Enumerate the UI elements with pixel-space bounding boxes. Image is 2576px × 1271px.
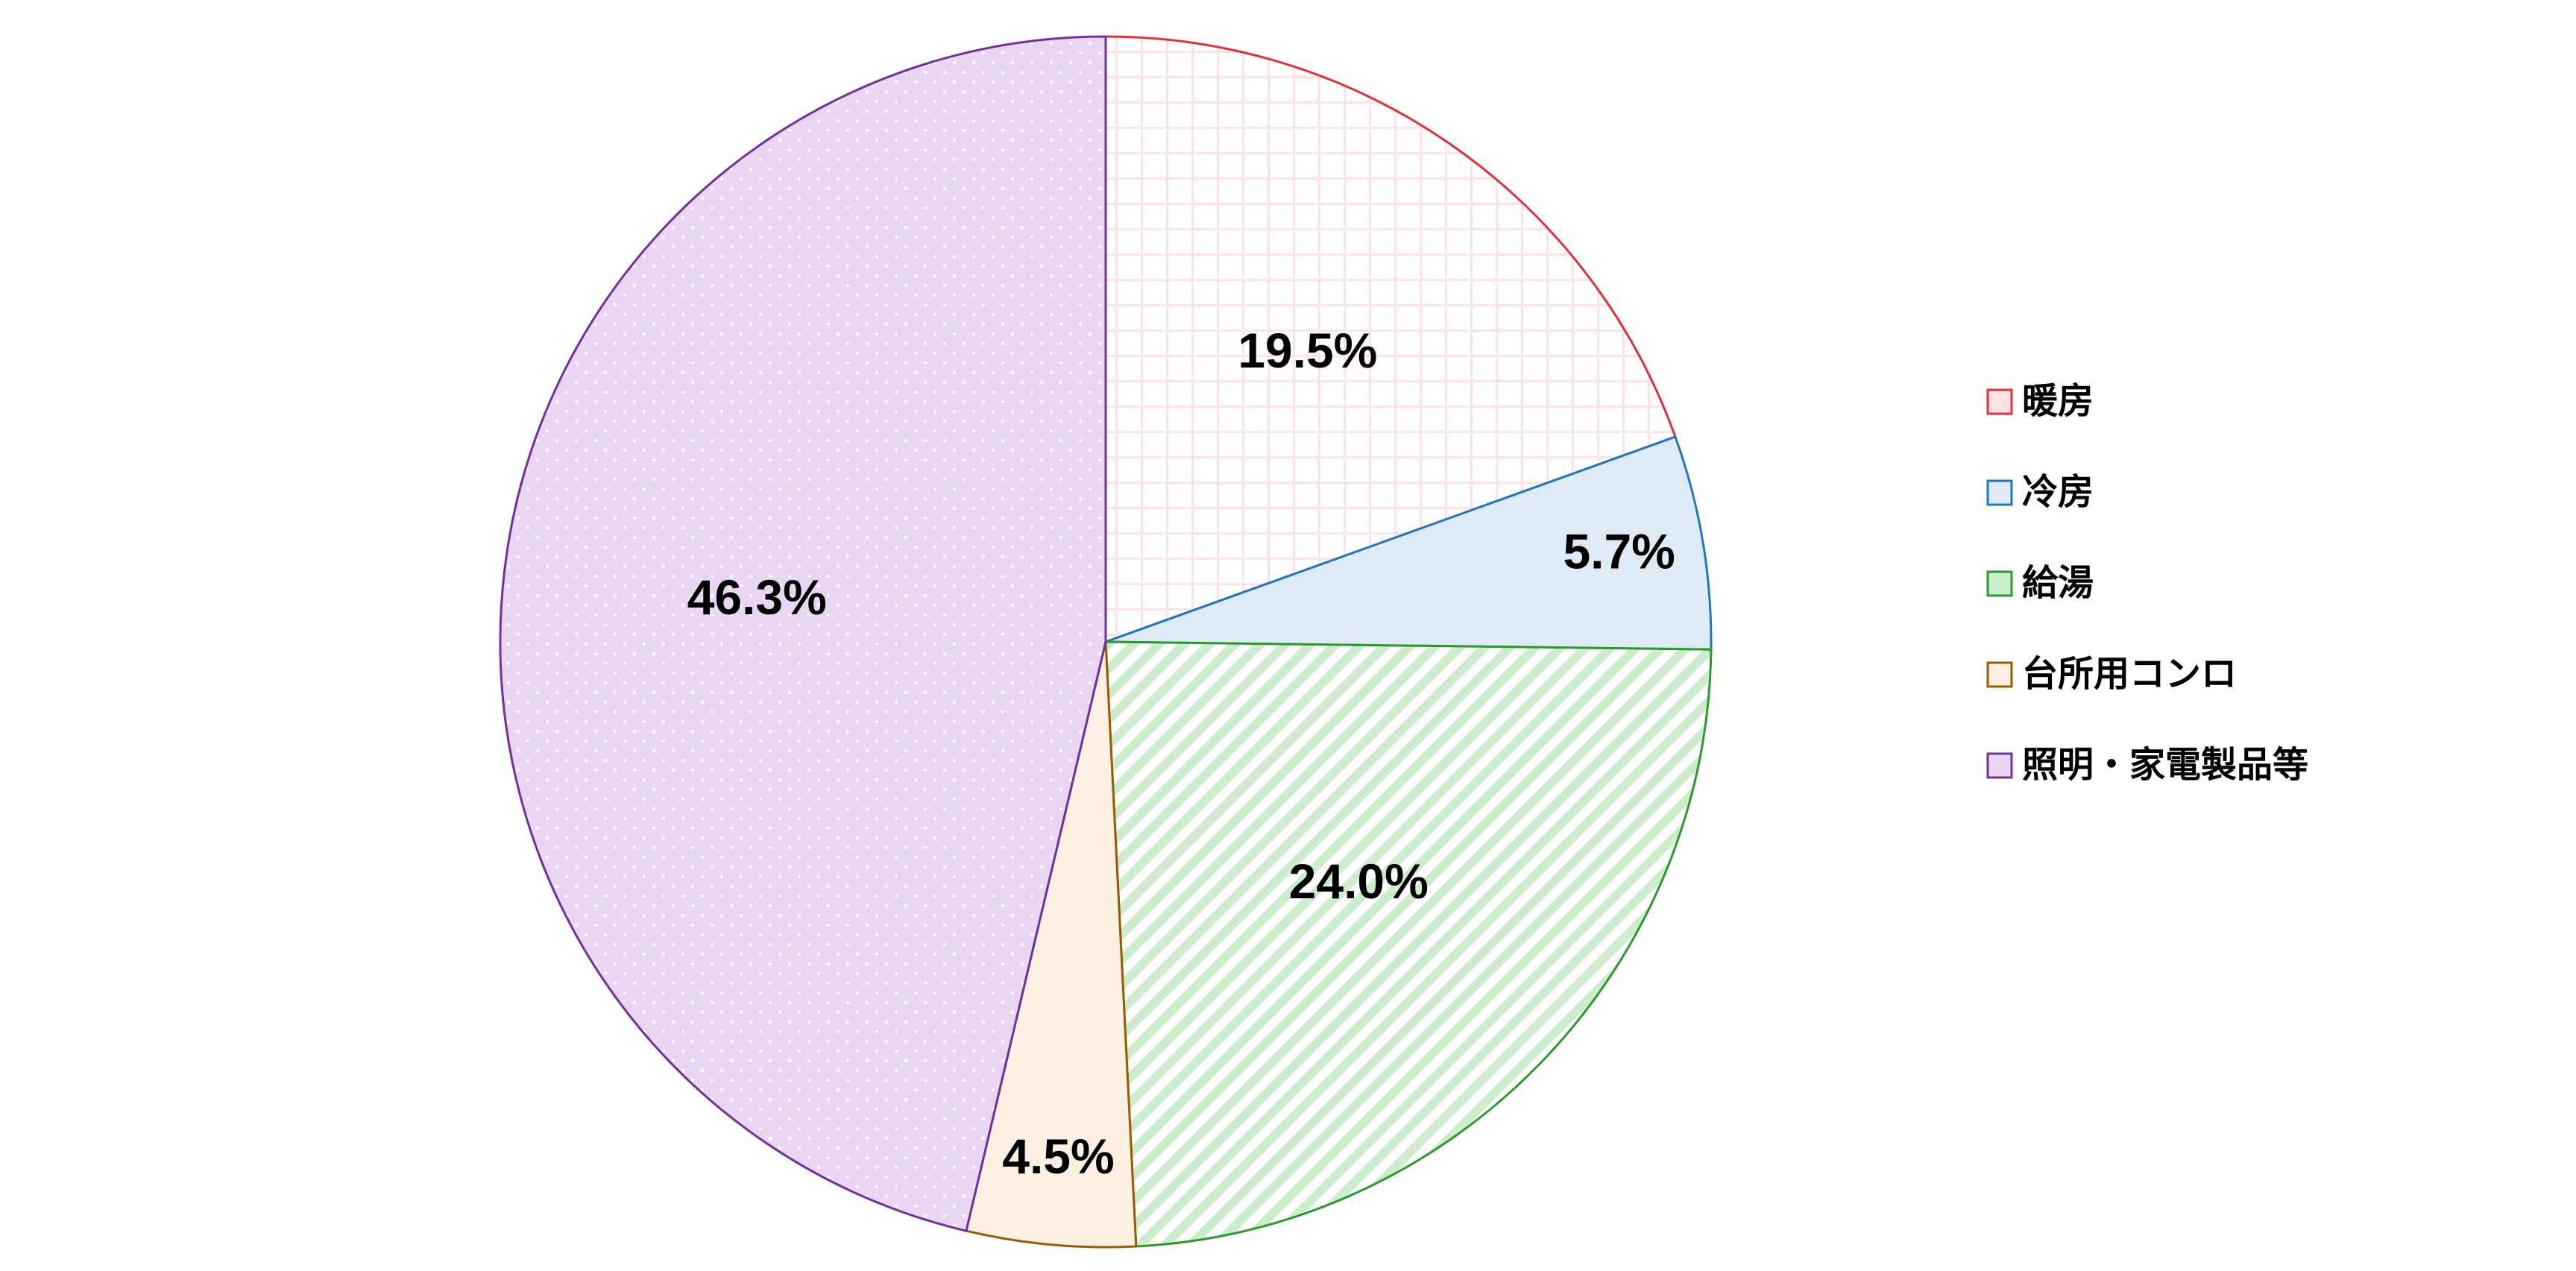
legend-label: 冷房 <box>2022 471 2094 513</box>
pie-slice <box>1105 435 1713 651</box>
data-label: 19.5% <box>1238 323 1377 378</box>
legend-swatch <box>1986 388 2013 415</box>
pie-slice <box>1104 640 1713 1248</box>
data-label: 46.3% <box>687 570 827 625</box>
legend-label: 台所用コンロ <box>2022 653 2237 695</box>
legend-label: 照明・家電製品等 <box>2022 744 2308 786</box>
data-label: 5.7% <box>1563 524 1675 579</box>
legend-swatch <box>1986 479 2013 506</box>
legend-label: 暖房 <box>2022 380 2094 422</box>
legend-swatch <box>1986 661 2013 688</box>
pie-slice <box>499 35 1107 1232</box>
data-label: 24.0% <box>1289 854 1429 909</box>
pie-slice <box>1104 35 1677 644</box>
data-label: 4.5% <box>1002 1129 1114 1184</box>
pie-slice <box>965 641 1138 1249</box>
legend-swatch <box>1986 752 2013 779</box>
legend-swatch <box>1986 570 2013 597</box>
legend-label: 給湯 <box>2022 562 2094 604</box>
